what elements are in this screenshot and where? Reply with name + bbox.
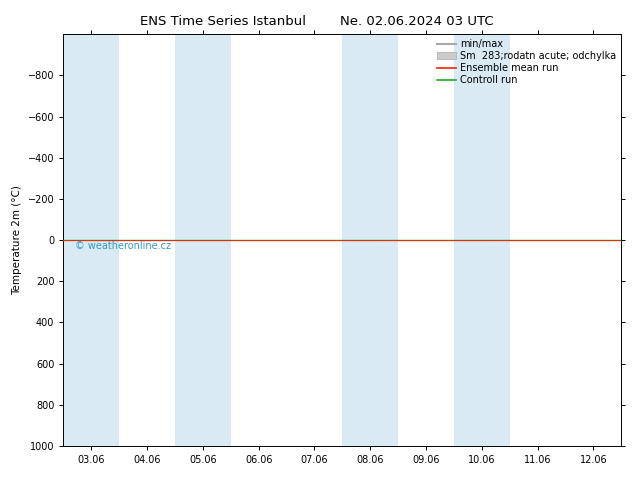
Legend: min/max, Sm  283;rodatn acute; odchylka, Ensemble mean run, Controll run: min/max, Sm 283;rodatn acute; odchylka, … bbox=[435, 37, 618, 87]
Bar bbox=[175, 34, 231, 446]
Bar bbox=[454, 34, 510, 446]
Bar bbox=[621, 34, 634, 446]
Bar bbox=[63, 34, 119, 446]
Y-axis label: Temperature 2m (°C): Temperature 2m (°C) bbox=[12, 185, 22, 295]
Bar bbox=[342, 34, 398, 446]
Text: © weatheronline.cz: © weatheronline.cz bbox=[75, 241, 171, 251]
Text: ENS Time Series Istanbul        Ne. 02.06.2024 03 UTC: ENS Time Series Istanbul Ne. 02.06.2024 … bbox=[140, 15, 494, 28]
